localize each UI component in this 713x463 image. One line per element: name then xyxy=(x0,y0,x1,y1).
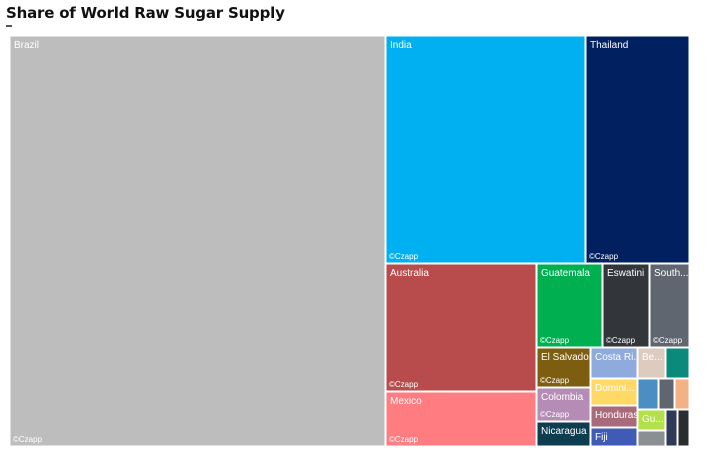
tile-guyana[interactable] xyxy=(637,409,666,431)
tile-other-2[interactable] xyxy=(637,378,659,410)
tile-credit-india: ©Czapp xyxy=(389,252,419,261)
tile-credit-el-salvador: ©Czapp xyxy=(540,376,570,385)
tile-credit-australia: ©Czapp xyxy=(389,380,419,389)
tile-eswatini[interactable] xyxy=(602,263,650,348)
tile-thailand[interactable] xyxy=(585,35,690,264)
tile-credit-eswatini: ©Czapp xyxy=(606,336,636,345)
tile-brazil[interactable] xyxy=(9,35,386,447)
tile-credit-brazil: ©Czapp xyxy=(13,435,43,444)
tile-label-eswatini: Eswatini xyxy=(607,268,644,279)
tile-label-fiji: Fiji xyxy=(595,432,608,443)
tile-fiji[interactable] xyxy=(590,427,638,447)
tile-other-4[interactable] xyxy=(674,378,690,410)
tile-label-guatemala: Guatemala xyxy=(541,268,590,279)
tile-other-5[interactable] xyxy=(665,409,678,447)
tile-label-nicaragua: Nicaragua xyxy=(541,426,587,437)
tile-other-1[interactable] xyxy=(665,347,690,379)
tile-belize[interactable] xyxy=(637,347,666,379)
tile-colombia[interactable] xyxy=(536,387,591,422)
tile-honduras[interactable] xyxy=(590,405,638,428)
tile-label-el-salvador: El Salvador xyxy=(541,352,593,363)
tile-label-colombia: Colombia xyxy=(541,392,584,403)
tile-label-india: India xyxy=(390,40,412,51)
tile-label-australia: Australia xyxy=(390,268,429,279)
tile-label-honduras: Honduras xyxy=(595,410,638,421)
tile-label-dominican-republic: Domini... xyxy=(595,383,634,394)
tile-other-7[interactable] xyxy=(637,430,666,447)
tile-costa-rica[interactable] xyxy=(590,347,638,379)
tile-label-thailand: Thailand xyxy=(590,40,628,51)
tile-label-costa-rica: Costa Ri... xyxy=(595,352,642,363)
tile-credit-thailand: ©Czapp xyxy=(589,252,619,261)
tile-label-guyana: Gu... xyxy=(642,414,664,425)
tile-label-brazil: Brazil xyxy=(14,40,39,51)
tile-other-6[interactable] xyxy=(677,409,690,447)
tile-guatemala[interactable] xyxy=(536,263,603,348)
tile-credit-colombia: ©Czapp xyxy=(540,410,570,419)
tile-nicaragua[interactable] xyxy=(536,421,591,447)
chart-title: Share of World Raw Sugar Supply xyxy=(6,4,285,22)
title-underline-mark xyxy=(6,25,12,27)
tile-label-belize: Be... xyxy=(642,352,663,363)
tile-south-africa[interactable] xyxy=(649,263,690,348)
tile-dominican-republic[interactable] xyxy=(590,378,638,406)
tile-credit-guatemala: ©Czapp xyxy=(540,336,570,345)
tile-label-mexico: Mexico xyxy=(390,396,422,407)
tile-india[interactable] xyxy=(385,35,586,264)
tile-label-south-africa: South... xyxy=(654,268,688,279)
tile-other-3[interactable] xyxy=(658,378,675,410)
tile-el-salvador[interactable] xyxy=(536,347,591,388)
tile-mexico[interactable] xyxy=(385,391,537,447)
tile-credit-south-africa: ©Czapp xyxy=(653,336,683,345)
tile-australia[interactable] xyxy=(385,263,537,392)
tile-credit-mexico: ©Czapp xyxy=(389,435,419,444)
